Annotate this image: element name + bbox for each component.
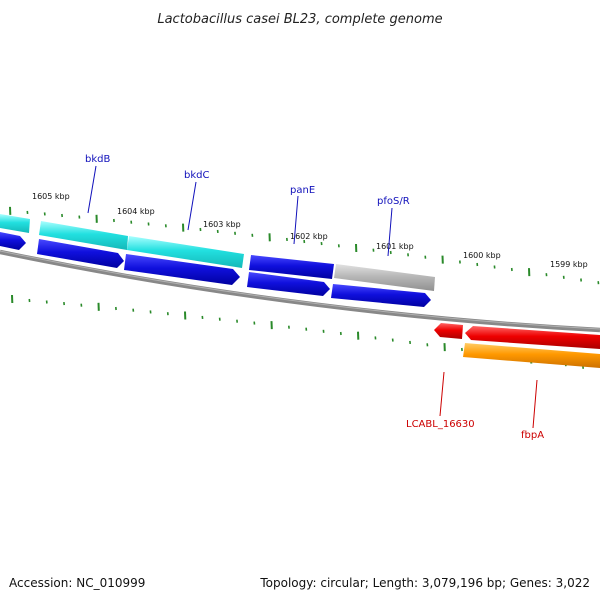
gene-feature-bkdB[interactable] [39,221,128,250]
gene-label-bkdC: bkdC [184,170,209,181]
gene-feature-LCABL-16630[interactable] [434,323,463,339]
gene-feature-pfoS-R[interactable] [334,264,435,291]
genome-backbone [0,249,600,333]
gene-feature-blue-2[interactable] [124,254,240,285]
gene-label-bkdB: bkdB [85,154,110,165]
ruler-label-1602: 1602 kbp [290,232,328,241]
leader-line-pfoS-R [387,207,393,257]
gene-label-panE: panE [290,185,315,196]
gene-feature-cyan-left[interactable] [0,214,30,233]
ruler-label-1599: 1599 kbp [550,260,588,269]
gene-label-fbpA: fbpA [521,430,544,441]
leader-line-LCABL-16630 [439,371,445,417]
leader-line-bkdC [187,181,197,231]
gene-feature-blue-3[interactable] [247,272,330,296]
ruler-label-1600: 1600 kbp [463,251,501,260]
gene-feature-bkdC[interactable] [127,236,244,268]
ruler-label-1605: 1605 kbp [32,192,70,201]
leader-line-bkdB [87,165,97,214]
ruler-label-1603: 1603 kbp [203,220,241,229]
accession-text: Accession: NC_010999 [9,576,145,590]
gene-feature-fbpA[interactable] [463,343,600,368]
leader-line-panE [293,195,299,245]
ruler-label-1601: 1601 kbp [376,242,414,251]
gene-feature-panE[interactable] [249,255,334,279]
gene-feature-blue-left[interactable] [0,232,26,250]
gene-feature-blue-1[interactable] [37,239,124,268]
ruler-label-1604: 1604 kbp [117,207,155,216]
genome-backbone-highlight [0,250,600,330]
page-title: Lactobacillus casei BL23, complete genom… [157,12,442,27]
leader-line-fbpA [532,379,538,429]
gene-feature-red-right[interactable] [465,326,600,349]
gene-feature-blue-4[interactable] [331,284,431,307]
ruler-ticks-outer [9,206,600,285]
gene-label-LCABL-16630: LCABL_16630 [406,419,475,430]
genome-stats-text: Topology: circular; Length: 3,079,196 bp… [259,576,590,590]
gene-label-pfoS-R: pfoS/R [377,196,410,207]
